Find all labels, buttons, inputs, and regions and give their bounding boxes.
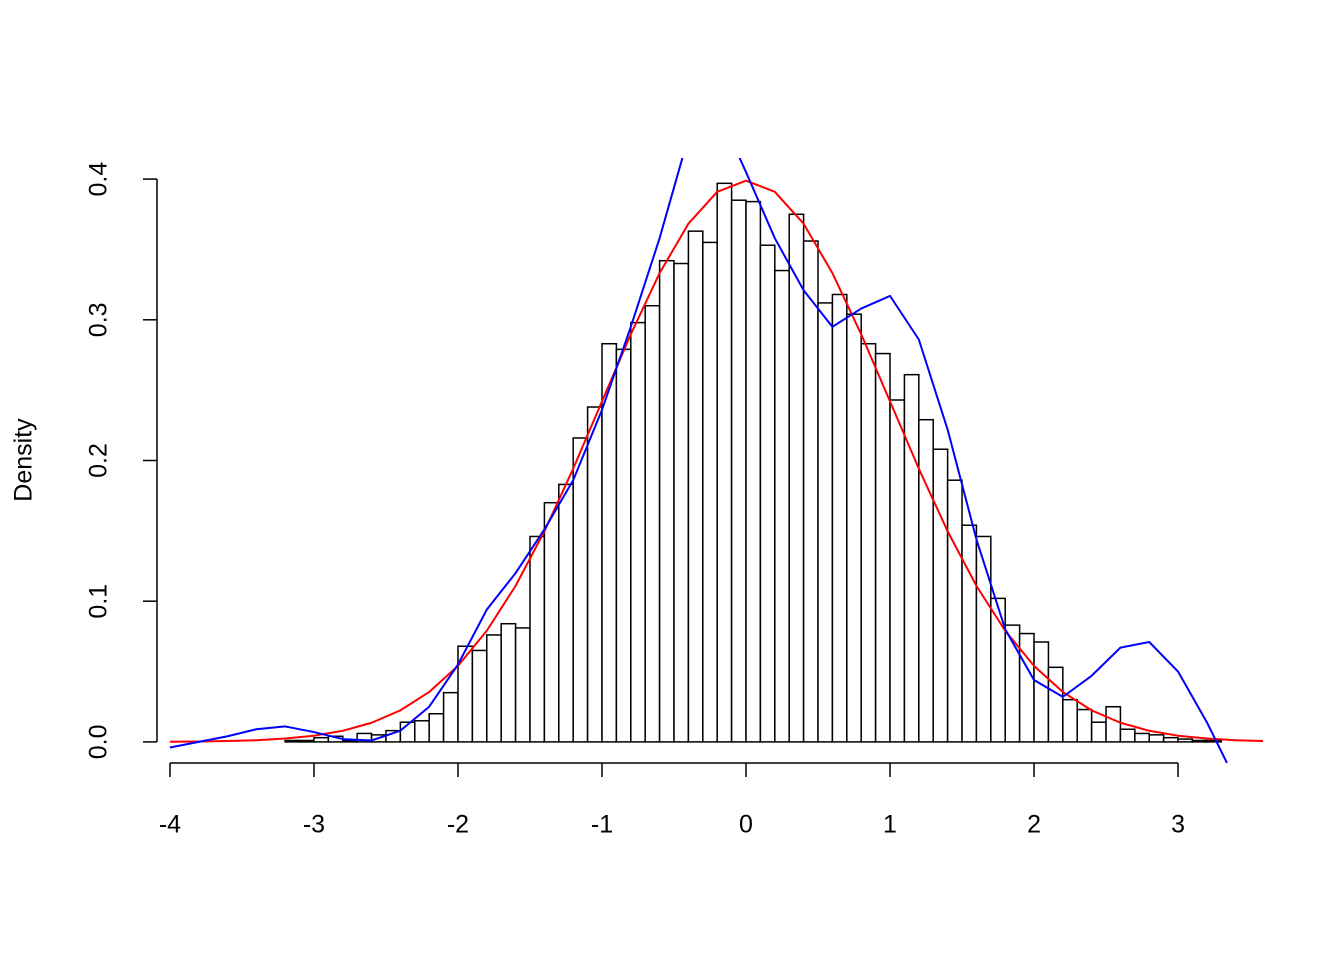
bar (817, 302, 834, 743)
bar (428, 713, 445, 743)
y-tick-label: 0.2 (85, 443, 113, 478)
bar (1076, 708, 1093, 743)
bar (716, 182, 733, 743)
bar (313, 736, 330, 743)
bar (831, 293, 848, 743)
bar (586, 406, 603, 743)
density-curve (169, 179, 1263, 743)
x-tick-label: 2 (1027, 811, 1041, 839)
bar (961, 524, 978, 743)
bar (298, 739, 315, 743)
bar (414, 720, 430, 743)
y-tick-label: 0.3 (85, 302, 113, 337)
bar (543, 501, 560, 743)
bar (1119, 728, 1136, 743)
bar (1177, 738, 1194, 743)
bar (932, 448, 949, 743)
bar (1191, 739, 1208, 743)
bar (529, 535, 546, 743)
bar (946, 479, 963, 743)
bar (1105, 705, 1122, 743)
bar (846, 313, 862, 743)
y-axis-label: Density (10, 418, 38, 502)
y-tick-label: 0.0 (85, 725, 113, 760)
bar (730, 199, 747, 743)
bar (860, 342, 877, 743)
x-tick-label: 3 (1171, 811, 1185, 839)
bar (514, 627, 531, 743)
bar (284, 739, 301, 743)
density-curve (169, 158, 1228, 763)
bar (658, 259, 675, 743)
bar (1033, 641, 1050, 743)
bar (558, 483, 574, 743)
y-tick-label: 0.4 (85, 162, 113, 197)
bar (673, 262, 690, 743)
bar (630, 321, 646, 743)
bar (745, 200, 762, 743)
bar (889, 399, 906, 743)
bar (644, 304, 661, 743)
bar (759, 244, 776, 743)
y-tick-label: 0.1 (85, 584, 113, 619)
bar (1062, 698, 1078, 743)
bar (1206, 739, 1222, 743)
bar (702, 241, 718, 743)
bar (471, 649, 488, 743)
bar (1134, 732, 1150, 743)
curves (169, 158, 1263, 763)
bar (802, 240, 819, 743)
bar (500, 622, 517, 743)
bar (1148, 734, 1165, 743)
x-tick-label: 0 (739, 811, 753, 839)
bar (1047, 666, 1064, 743)
bar (342, 739, 358, 743)
bar (918, 418, 934, 743)
bar (572, 437, 589, 743)
x-tick-label: -3 (303, 811, 325, 839)
x-tick-label: 1 (883, 811, 897, 839)
x-tick-label: -1 (591, 811, 613, 839)
bar (615, 348, 632, 743)
bar (687, 230, 704, 743)
bar (1090, 721, 1107, 743)
bar (774, 269, 790, 743)
bar (788, 213, 805, 743)
bar (874, 352, 891, 743)
x-tick-label: -2 (447, 811, 469, 839)
bar (903, 373, 920, 743)
bar (1162, 736, 1179, 743)
bar (486, 634, 502, 743)
bar (975, 535, 992, 743)
x-tick-label: -4 (159, 811, 181, 839)
bar (442, 691, 459, 743)
